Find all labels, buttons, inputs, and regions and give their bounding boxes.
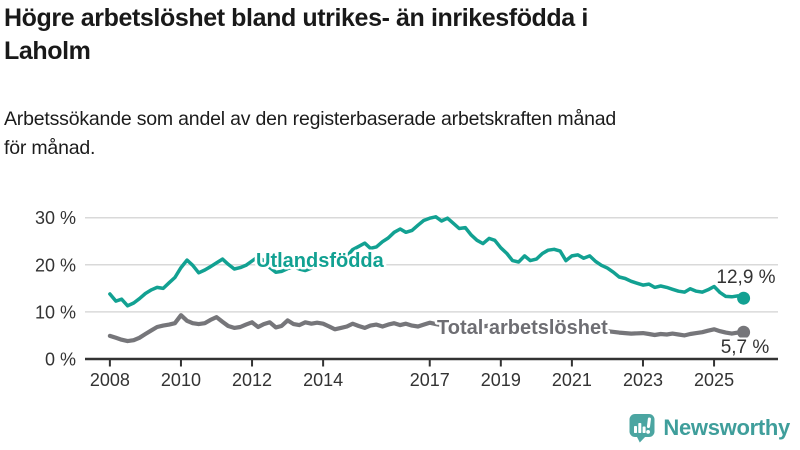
x-tick-label: 2008 bbox=[90, 370, 130, 390]
y-tick-label: 30 % bbox=[35, 208, 76, 228]
subtitle-line-2: för månad. bbox=[4, 137, 96, 159]
newsworthy-logo-icon bbox=[629, 414, 655, 443]
y-tick-label: 10 % bbox=[35, 302, 76, 322]
title-line-1: Högre arbetslöshet bland utrikes- än inr… bbox=[4, 4, 588, 32]
y-tick-label: 20 % bbox=[35, 255, 76, 275]
end-value-label-utlandsfodda: 12,9 % bbox=[716, 267, 775, 288]
x-tick-label: 2019 bbox=[481, 370, 521, 390]
grid-layer: 0 % 10 % 20 % 30 % bbox=[35, 208, 778, 370]
x-tick-label: 2021 bbox=[552, 370, 592, 390]
series-line-utlandsfodda bbox=[108, 215, 746, 308]
x-tick-label: 2023 bbox=[623, 370, 663, 390]
newsworthy-brand-text: Newsworthy bbox=[663, 415, 790, 440]
series-label-utlandsfodda: Utlandsfödda bbox=[256, 250, 385, 272]
end-value-label-total-arbetsloshet: 5,7 % bbox=[721, 337, 770, 358]
title-line-2: Laholm bbox=[4, 37, 91, 65]
subtitle-line-1: Arbetssökande som andel av den registerb… bbox=[4, 108, 617, 130]
series-label-total-arbetsloshet: Total arbetslöshet bbox=[437, 317, 608, 339]
series-end-dot-utlandsfodda bbox=[737, 291, 751, 305]
x-tick-label: 2014 bbox=[303, 370, 343, 390]
series-line-total-arbetsloshet bbox=[107, 313, 746, 344]
chart-subtitle: Arbetssökande som andel av den registerb… bbox=[4, 105, 796, 163]
page-title: Högre arbetslöshet bland utrikes- än inr… bbox=[4, 2, 796, 68]
x-tick-label: 2017 bbox=[410, 370, 450, 390]
tick-layer: 2008 2010 2012 2014 2017 2019 2021 2023 2025 bbox=[90, 359, 734, 390]
y-tick-label: 0 % bbox=[45, 350, 76, 370]
x-tick-label: 2025 bbox=[694, 370, 734, 390]
series-end-dot-total-arbetsloshet bbox=[737, 325, 751, 339]
newsworthy-brand: Newsworthy bbox=[629, 413, 790, 443]
x-tick-label: 2010 bbox=[161, 370, 201, 390]
x-tick-label: 2012 bbox=[232, 370, 272, 390]
